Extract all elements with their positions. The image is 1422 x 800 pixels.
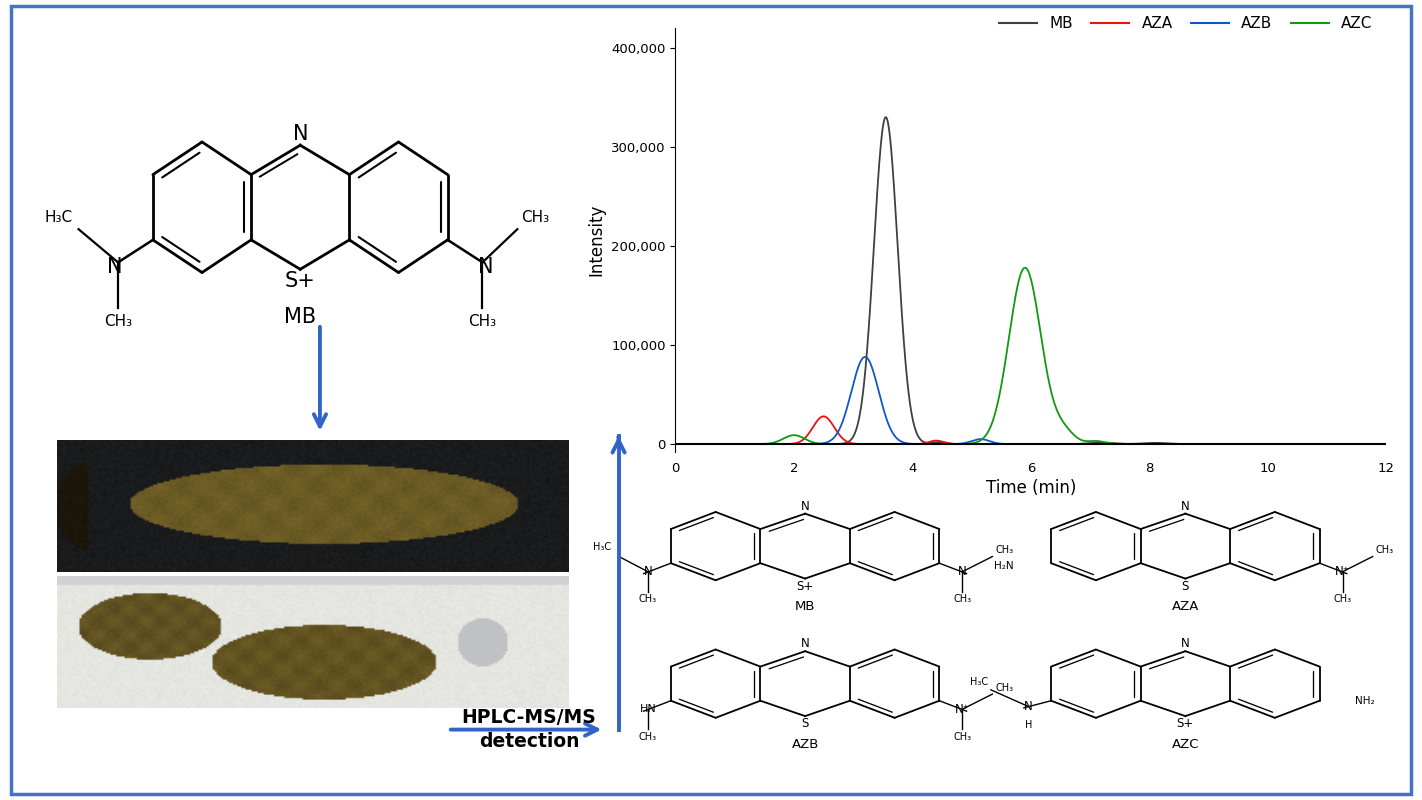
AZA <box>815 411 832 421</box>
AZA <box>836 435 853 445</box>
Text: H₃C: H₃C <box>593 542 610 552</box>
Text: CH₃: CH₃ <box>953 732 971 742</box>
Text: N: N <box>1182 638 1190 650</box>
Text: H: H <box>1024 720 1032 730</box>
AZC <box>985 412 1003 422</box>
AZA <box>985 439 1003 449</box>
Text: N: N <box>644 566 653 578</box>
Text: CH₃: CH₃ <box>995 682 1014 693</box>
Text: NH₂: NH₂ <box>1355 696 1375 706</box>
Text: S+: S+ <box>796 579 813 593</box>
Text: S+: S+ <box>1177 717 1194 730</box>
MB <box>877 112 894 122</box>
Text: N: N <box>1024 700 1032 713</box>
Text: AZB: AZB <box>792 738 819 751</box>
Text: H₂N: H₂N <box>994 561 1014 570</box>
Text: CH₃: CH₃ <box>638 732 657 742</box>
Legend: MB, AZA, AZB, AZC: MB, AZA, AZB, AZC <box>993 10 1379 38</box>
Text: N: N <box>478 257 493 277</box>
X-axis label: Time (min): Time (min) <box>985 479 1076 497</box>
AZB <box>856 352 873 362</box>
Text: CH₃: CH₃ <box>104 314 132 330</box>
Text: AZA: AZA <box>1172 600 1199 614</box>
AZA <box>1372 439 1389 449</box>
AZC <box>667 439 684 449</box>
Text: HN: HN <box>640 704 657 714</box>
MB <box>985 439 1003 449</box>
Text: N: N <box>107 257 122 277</box>
Text: CH₃: CH₃ <box>468 314 496 330</box>
AZB <box>832 422 849 431</box>
Text: N⁺: N⁺ <box>1335 566 1349 578</box>
Text: CH₃: CH₃ <box>1375 545 1394 555</box>
Line: MB: MB <box>675 117 1386 444</box>
Text: N: N <box>293 124 309 144</box>
Text: CH₃: CH₃ <box>1334 594 1351 605</box>
AZC <box>934 439 951 449</box>
Text: H₃C: H₃C <box>970 678 988 687</box>
Text: H₃C: H₃C <box>46 210 73 225</box>
Text: N: N <box>958 566 967 578</box>
AZB <box>936 439 953 449</box>
Text: N: N <box>801 638 809 650</box>
MB <box>836 438 853 448</box>
Text: CH₃: CH₃ <box>995 545 1014 555</box>
AZB <box>667 439 684 449</box>
Text: CH₃: CH₃ <box>638 594 657 605</box>
MB <box>1372 439 1389 449</box>
AZC <box>1017 263 1034 273</box>
Text: S+: S+ <box>284 271 316 291</box>
AZC <box>1372 439 1389 449</box>
AZC <box>1378 439 1395 449</box>
Text: MB: MB <box>284 307 316 327</box>
Line: AZB: AZB <box>675 357 1386 444</box>
Text: CH₃: CH₃ <box>520 210 549 225</box>
AZA <box>1227 439 1244 449</box>
AZA <box>839 438 856 447</box>
AZB <box>836 412 853 422</box>
AZC <box>832 439 849 449</box>
Text: N: N <box>801 500 809 513</box>
Line: AZC: AZC <box>675 268 1386 444</box>
Text: S: S <box>1182 579 1189 593</box>
MB <box>667 439 684 449</box>
Y-axis label: Intensity: Intensity <box>587 204 606 276</box>
AZB <box>1372 439 1389 449</box>
AZA <box>936 438 953 447</box>
MB <box>832 439 849 449</box>
Text: MB: MB <box>795 600 815 614</box>
Text: S: S <box>802 717 809 730</box>
AZA <box>667 439 684 449</box>
Text: N: N <box>1182 500 1190 513</box>
AZB <box>1378 439 1395 449</box>
AZA <box>832 431 849 441</box>
Text: AZC: AZC <box>1172 738 1199 751</box>
Text: CH₃: CH₃ <box>953 594 971 605</box>
MB <box>839 438 856 447</box>
Text: HPLC-MS/MS
detection: HPLC-MS/MS detection <box>462 708 596 751</box>
AZC <box>836 439 853 449</box>
MB <box>1378 439 1395 449</box>
AZA <box>1378 439 1395 449</box>
AZC <box>839 439 856 449</box>
AZB <box>839 399 856 409</box>
AZB <box>985 438 1003 447</box>
Line: AZA: AZA <box>675 416 1386 444</box>
MB <box>936 438 953 447</box>
Text: N⁺: N⁺ <box>954 702 970 716</box>
